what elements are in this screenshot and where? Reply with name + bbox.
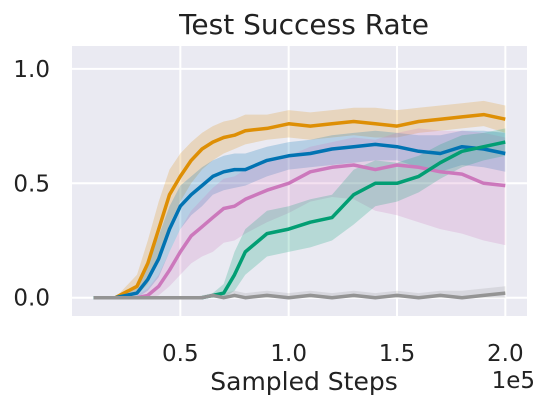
y-tick-label: 0.5 [13,171,50,197]
series-5-line [93,291,506,300]
y-tick-label: 0.0 [13,286,50,312]
series-4-band [93,128,506,298]
series-3-line [93,163,506,300]
x-tick-labels: 0.5 1.0 1.5 2.0 [162,341,524,367]
x-tick-label: 0.5 [162,341,199,367]
x-axis-multiplier: 1e5 [492,368,535,394]
series-1-band [93,100,506,298]
y-tick-labels: 0.0 0.5 1.0 [13,57,50,312]
series-3-band [93,128,506,298]
y-tick-label: 1.0 [13,57,50,83]
grid [72,46,527,316]
series-2-line [93,142,506,300]
chart-title: Test Success Rate [178,8,429,41]
x-axis-title: Sampled Steps [210,367,398,396]
x-tick-label: 1.0 [270,341,307,367]
series-lines [93,112,506,300]
plot-area [72,46,527,316]
x-tick-label: 2.0 [487,341,524,367]
series-1-line [93,112,506,300]
x-tick-label: 1.5 [379,341,416,367]
series-2-band [93,130,506,298]
